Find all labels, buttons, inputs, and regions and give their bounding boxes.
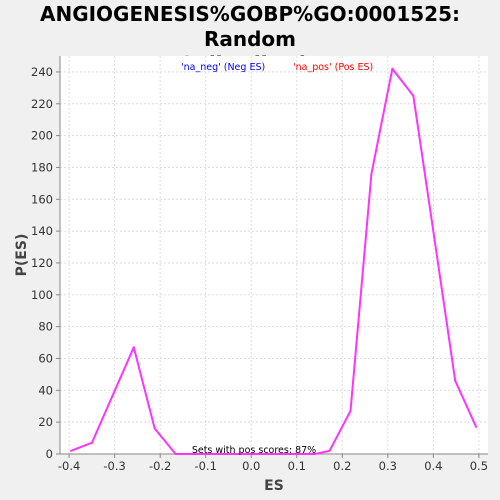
series-point: [69, 449, 72, 452]
series-point: [153, 427, 156, 430]
x-axis-ticks: -0.4 -0.3 -0.2 -0.1 0.0 0.1 0.2 0.3 0.4 0.5: [58, 454, 488, 473]
y-tick-label: 80: [38, 320, 53, 334]
series-point: [313, 453, 316, 455]
series-point: [132, 346, 135, 349]
y-tick-label: 220: [31, 97, 53, 111]
x-tick-label: -0.2: [149, 459, 171, 473]
y-tick-label: 20: [38, 415, 53, 429]
y-tick-label: 140: [31, 224, 53, 238]
series-point: [370, 172, 373, 175]
x-tick-label: -0.3: [103, 459, 125, 473]
series-point: [279, 453, 282, 455]
y-tick-label: 120: [31, 256, 53, 270]
y-tick-label: 180: [31, 160, 53, 174]
x-tick-label: 0.2: [333, 459, 351, 473]
plot-area: [60, 56, 488, 454]
y-tick-label: 60: [38, 351, 53, 365]
y-tick-label: 100: [31, 288, 53, 302]
series-point: [412, 94, 415, 97]
legend-item-neg: 'na_neg' (Neg ES): [181, 62, 265, 73]
y-tick-label: 200: [31, 129, 53, 143]
grid: [60, 56, 488, 455]
series-point: [216, 453, 219, 455]
series-point: [300, 453, 303, 455]
x-tick-label: -0.4: [58, 459, 80, 473]
y-tick-label: 40: [38, 383, 53, 397]
x-tick-label: 0.5: [470, 459, 488, 473]
series-point: [90, 441, 93, 444]
series-point: [237, 453, 240, 455]
x-tick-label: 0.3: [379, 459, 397, 473]
series-point: [349, 410, 352, 413]
series-point: [174, 453, 177, 455]
x-tick-label: 0.1: [288, 459, 306, 473]
series-point: [475, 425, 478, 428]
annotation-pos-scores: Sets with pos scores: 87%: [192, 445, 316, 456]
series-point: [258, 453, 261, 455]
y-tick-label: 0: [46, 447, 53, 461]
x-axis-label: ES: [264, 478, 284, 494]
y-tick-label: 160: [31, 192, 53, 206]
series-point: [195, 453, 198, 455]
x-tick-label: 0.4: [424, 459, 442, 473]
series-point: [454, 379, 457, 382]
series-group: [69, 67, 478, 455]
series-point: [328, 449, 331, 452]
chart-title-line-1: ANGIOGENESIS%GOBP%GO:0001525: Random: [39, 2, 461, 51]
x-tick-label: -0.1: [194, 459, 216, 473]
y-tick-label: 240: [31, 65, 53, 79]
series-point: [391, 67, 394, 70]
series-point: [433, 236, 436, 239]
y-axis-ticks: 0 20 40 60 80 100 120 140 160 180 200 220 240: [31, 65, 60, 461]
series-line: [70, 67, 478, 455]
x-tick-label: 0.0: [242, 459, 260, 473]
y-axis-label: P(ES): [14, 234, 30, 277]
legend-item-pos: 'na_pos' (Pos ES): [293, 62, 373, 73]
